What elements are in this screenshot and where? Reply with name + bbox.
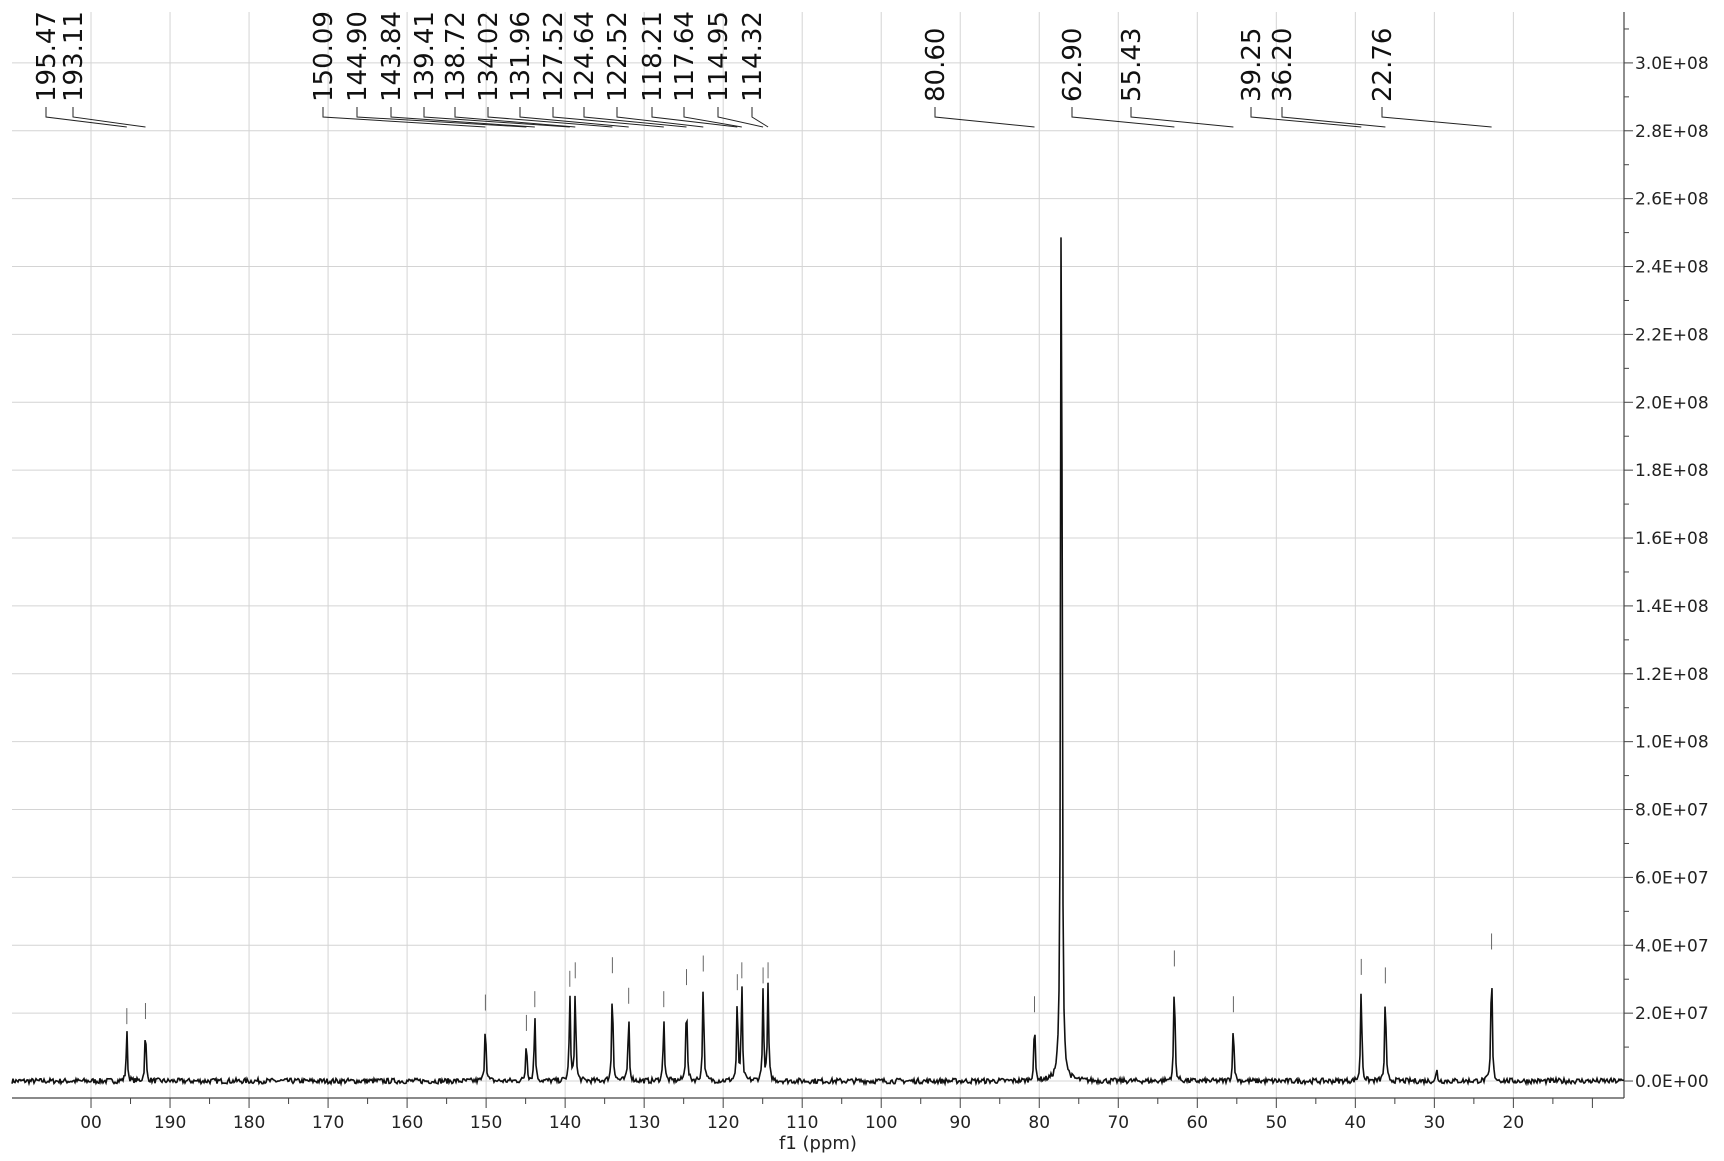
peak-label-leader	[651, 107, 738, 128]
peak-label: 143.84	[377, 11, 407, 102]
peak-label: 138.72	[441, 11, 471, 102]
peak-label: 80.60	[921, 28, 951, 102]
peak-label-leader	[487, 107, 613, 128]
peak-label: 122.52	[603, 11, 633, 102]
peak-label: 150.09	[309, 11, 339, 102]
peak-label-leader	[1071, 107, 1175, 128]
x-tick-label: 30	[1424, 1113, 1446, 1133]
y-tick-label: 1.8E+08	[1635, 461, 1709, 481]
axes	[12, 12, 1625, 1099]
y-tick-label: 6.0E+07	[1635, 868, 1709, 888]
peak-label-leader	[583, 107, 687, 128]
peak-label-leader	[423, 107, 570, 128]
peak-label: 55.43	[1117, 28, 1147, 102]
x-tick-label: 160	[391, 1113, 423, 1133]
x-tick-label: 100	[865, 1113, 897, 1133]
x-tick-label: 90	[949, 1113, 971, 1133]
spectrum-line	[11, 237, 1625, 1087]
x-tick-label: 40	[1345, 1113, 1367, 1133]
peak-label-leader	[751, 107, 769, 128]
x-tick-label: 70	[1107, 1113, 1129, 1133]
y-tick-label: 8.0E+07	[1635, 801, 1709, 821]
x-tick-label: 110	[786, 1113, 818, 1133]
x-tick-label: 00	[80, 1113, 102, 1133]
y-tick-label: 2.0E+08	[1635, 393, 1709, 413]
peak-label-leader	[45, 107, 127, 128]
peak-label-leader	[1250, 107, 1362, 128]
y-tick-label: 2.6E+08	[1635, 190, 1709, 210]
peak-label-leader	[1381, 107, 1492, 128]
peak-label-leader	[934, 107, 1035, 128]
peak-label-leader	[717, 107, 764, 128]
peak-label: 22.76	[1368, 28, 1398, 102]
grid	[12, 12, 1624, 1098]
peak-label-leader	[552, 107, 664, 128]
x-tick-label: 60	[1186, 1113, 1208, 1133]
y-tick-label: 2.2E+08	[1635, 325, 1709, 345]
x-tick-label: 190	[154, 1113, 186, 1133]
peak-label: 131.96	[506, 11, 536, 102]
y-tick-label: 4.0E+07	[1635, 936, 1709, 956]
peak-label-leader	[322, 107, 486, 128]
peak-label: 114.32	[738, 11, 768, 102]
y-tick-label: 1.0E+08	[1635, 733, 1709, 753]
y-tick-label: 1.2E+08	[1635, 665, 1709, 685]
x-tick-label: 20	[1503, 1113, 1525, 1133]
peak-label: 62.90	[1058, 28, 1088, 102]
peak-label: 127.52	[539, 11, 569, 102]
peak-label-leader	[390, 107, 535, 128]
peak-label-leader	[454, 107, 576, 128]
x-tick-label: 120	[707, 1113, 739, 1133]
y-tick-label: 1.4E+08	[1635, 597, 1709, 617]
peak-label: 144.90	[343, 11, 373, 102]
peak-label-leader	[1281, 107, 1386, 128]
peak-label: 117.64	[670, 11, 700, 102]
peak-label-leader	[72, 107, 146, 128]
peak-label-leader	[616, 107, 704, 128]
peak-label: 114.95	[704, 11, 734, 102]
x-tick-label: 130	[628, 1113, 660, 1133]
peak-label: 118.21	[638, 11, 668, 102]
x-tick-label: 140	[549, 1113, 581, 1133]
peak-label: 124.64	[570, 11, 600, 102]
y-tick-label: 0.0E+00	[1635, 1072, 1709, 1092]
x-axis-title: f1 (ppm)	[779, 1133, 857, 1154]
peak-label: 195.47	[32, 11, 62, 102]
y-tick-label: 2.0E+07	[1635, 1004, 1709, 1024]
peak-label-leader	[519, 107, 629, 128]
peak-label-leader	[356, 107, 527, 128]
y-axis-ticks: 0.0E+00 2.0E+07 4.0E+07 6.0E+07 8.0E+07 1.0E+…	[1624, 28, 1709, 1092]
x-tick-label: 80	[1028, 1113, 1050, 1133]
peak-label: 134.02	[474, 11, 504, 102]
y-tick-label: 1.6E+08	[1635, 529, 1709, 549]
y-tick-label: 3.0E+08	[1635, 54, 1709, 74]
x-tick-label: 50	[1265, 1113, 1287, 1133]
peak-label: 139.41	[410, 11, 440, 102]
x-axis-ticks: 00 190 180 170 160 150 140 130 120 110 100 90 80 70 60…	[80, 1098, 1593, 1133]
x-tick-label: 180	[233, 1113, 265, 1133]
peak-label-leader	[1130, 107, 1234, 128]
peak-label: 39.25	[1237, 28, 1267, 102]
peak-markers	[126, 933, 1493, 1031]
peak-label: 36.20	[1268, 28, 1298, 102]
x-tick-label: 150	[470, 1113, 502, 1133]
peak-label: 193.11	[59, 11, 89, 102]
x-tick-label: 170	[312, 1113, 344, 1133]
y-tick-label: 2.4E+08	[1635, 258, 1709, 278]
peak-label-leader	[683, 107, 742, 128]
y-tick-label: 2.8E+08	[1635, 122, 1709, 142]
